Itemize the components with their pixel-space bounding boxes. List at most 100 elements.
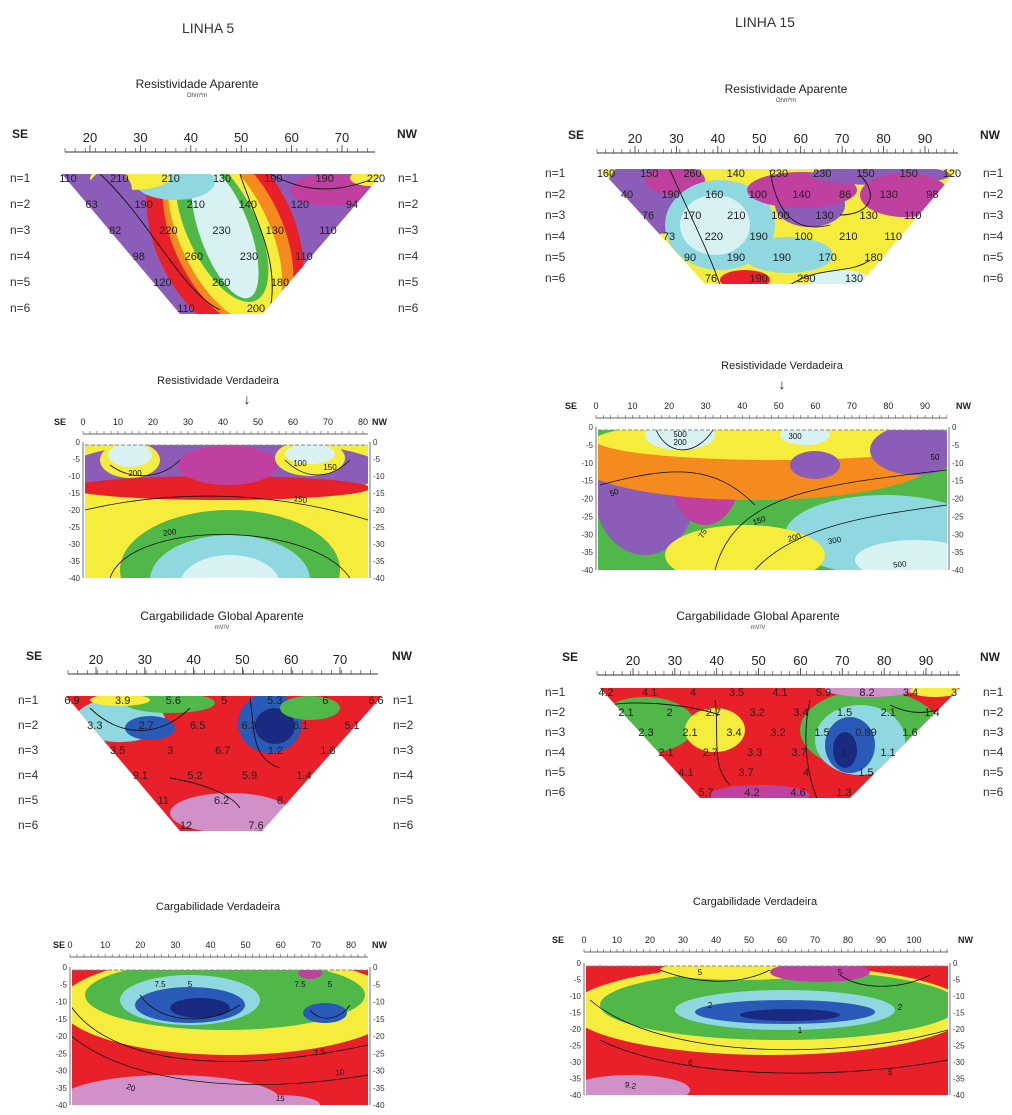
depth-label-left: -25: [581, 512, 593, 521]
contour-label: 7.5: [294, 980, 306, 989]
fill-zone: [88, 174, 132, 210]
color-fill: [586, 966, 948, 1095]
data-value: 290: [797, 273, 815, 285]
data-value: 3.7: [792, 747, 807, 759]
x-tick-label: 50: [253, 417, 263, 427]
depth-label-left: -5: [586, 441, 594, 450]
data-value: 230: [212, 225, 230, 237]
data-value: 1.5: [814, 727, 829, 739]
data-value: 190: [264, 173, 282, 185]
level-label-left: n=3: [545, 208, 566, 222]
depth-label-left: -5: [60, 980, 68, 989]
data-value: 2.1: [881, 707, 896, 719]
data-value: 5.3: [267, 695, 282, 707]
data-value: 100: [794, 231, 812, 243]
data-value: 4.1: [642, 687, 657, 699]
contour-label: 50: [608, 487, 620, 499]
depth-label-right: -40: [952, 566, 964, 575]
fill-zone: [790, 451, 840, 479]
data-value: 3.3: [747, 747, 762, 759]
depth-label-left: -30: [55, 1067, 67, 1076]
contour-label: 7.5: [313, 1047, 326, 1058]
data-value: 2.1: [682, 727, 697, 739]
depth-label-left: 0: [76, 438, 81, 447]
depth-label-right: -20: [953, 1025, 965, 1034]
data-value: 76: [705, 273, 717, 285]
data-value: 130: [845, 273, 863, 285]
se-label: SE: [562, 650, 578, 664]
data-value: 170: [819, 252, 837, 264]
depth-label-right: -25: [373, 1049, 385, 1058]
unit-label: mV/V: [751, 625, 766, 631]
data-value: 2.3: [638, 727, 653, 739]
data-value: 110: [295, 251, 313, 263]
data-value: 120: [153, 277, 171, 289]
depth-label-right: -30: [953, 1058, 965, 1067]
depth-label-right: -15: [953, 1009, 965, 1018]
contour-line: [609, 702, 721, 716]
contour-line: [284, 459, 351, 476]
data-value: 110: [177, 303, 195, 315]
contour-label: 15: [275, 1094, 285, 1104]
depth-label-left: -10: [581, 459, 593, 468]
level-label-left: n=2: [10, 197, 31, 211]
fill-zone: [178, 445, 278, 485]
level-label-left: n=6: [10, 301, 31, 315]
contour-label: 500: [673, 430, 687, 439]
level-label-left: n=4: [545, 745, 566, 759]
depth-label-left: -5: [574, 976, 582, 985]
contour-line: [714, 699, 731, 786]
depth-label-right: -5: [953, 976, 961, 985]
depth-label-left: -35: [55, 1084, 67, 1093]
x-tick-label: 40: [711, 131, 725, 146]
x-tick-label: 20: [135, 940, 145, 950]
level-label-left: n=5: [18, 793, 39, 807]
contour-label: 10: [335, 1068, 345, 1078]
level-label-left: n=4: [10, 249, 31, 263]
data-value: 98: [926, 189, 938, 201]
contour-line: [714, 469, 947, 570]
level-label-left: n=5: [10, 275, 31, 289]
depth-label-right: -35: [953, 1075, 965, 1084]
contour-line: [89, 707, 191, 731]
x-tick-label: 10: [100, 940, 110, 950]
x-tick-label: 40: [711, 935, 721, 945]
fill-zone: [181, 555, 279, 578]
data-value: 2.7: [139, 720, 154, 732]
x-tick-label: 30: [133, 130, 147, 145]
data-value: 3.5: [110, 745, 125, 757]
nw-label: NW: [372, 417, 387, 427]
contour-line: [839, 974, 931, 987]
contour-line: [789, 259, 871, 284]
depth-label-right: -20: [952, 495, 964, 504]
depth-label-left: -35: [569, 1075, 581, 1084]
level-label-right: n=2: [983, 187, 1004, 201]
data-value: 3.9: [115, 695, 130, 707]
data-value: 3.3: [87, 720, 102, 732]
depth-label-right: -25: [953, 1042, 965, 1051]
data-value: 3.2: [749, 707, 764, 719]
data-value: 5.6: [166, 695, 181, 707]
level-label-left: n=1: [10, 171, 31, 185]
level-label-right: n=5: [983, 765, 1004, 779]
level-label-right: n=4: [983, 229, 1004, 243]
data-value: 3.4: [903, 687, 918, 699]
data-value: 2.1: [618, 707, 633, 719]
level-label-left: n=4: [545, 229, 566, 243]
data-value: 150: [900, 168, 918, 180]
panel-title: Resistividade Aparente: [725, 82, 848, 96]
data-value: 5.1: [344, 720, 359, 732]
panel-title: Cargabilidade Global Aparente: [676, 609, 840, 623]
depth-label-left: -20: [68, 506, 80, 515]
depth-label-left: -20: [581, 495, 593, 504]
arrow-marker: ↓: [779, 376, 786, 392]
fill-zone: [290, 174, 370, 206]
depth-label-right: -5: [373, 455, 381, 464]
depth-label-right: -10: [953, 992, 965, 1001]
level-label-left: n=1: [18, 693, 39, 707]
depth-label-right: 0: [373, 963, 378, 972]
depth-label-left: -25: [55, 1049, 67, 1058]
data-value: 6.1: [293, 720, 308, 732]
depth-label-right: -30: [373, 540, 385, 549]
contour-line: [769, 169, 831, 228]
